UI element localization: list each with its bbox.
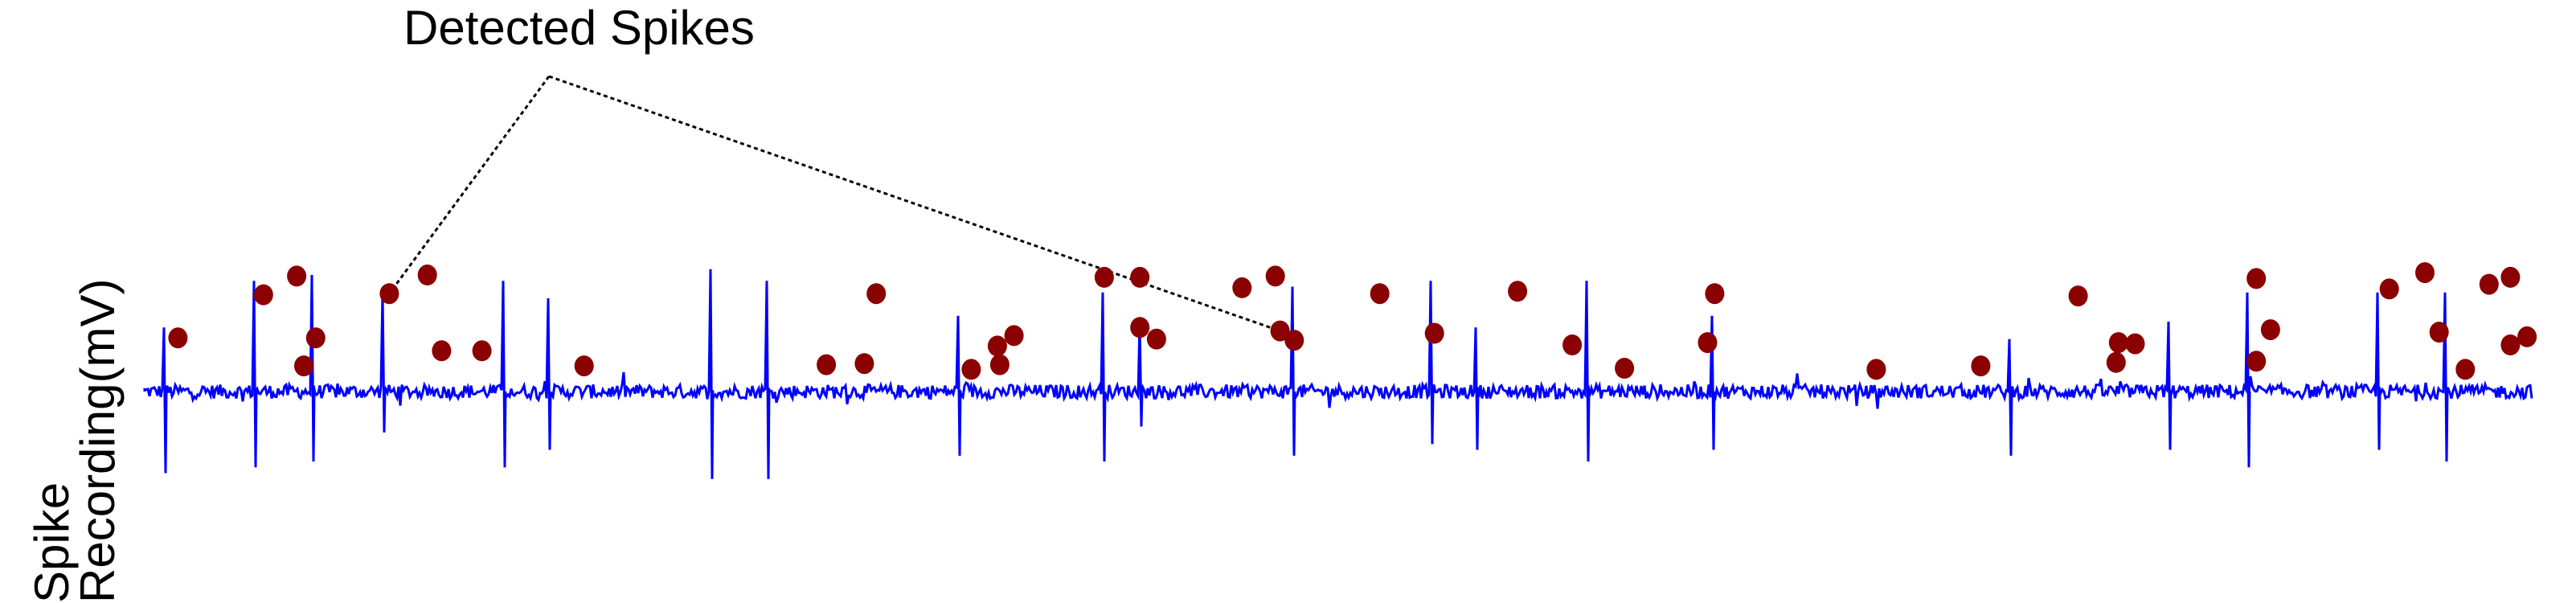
detected-spike-marker	[1232, 277, 1252, 298]
detected-spike-marker	[417, 265, 437, 285]
detected-spike-marker	[305, 327, 326, 349]
detected-spike-marker	[1004, 325, 1024, 347]
detected-spike-marker	[2517, 326, 2537, 347]
callout-line	[388, 76, 551, 295]
detected-spike-marker	[2260, 319, 2280, 341]
detected-spike-markers	[168, 262, 2537, 380]
detected-spike-marker	[2479, 273, 2499, 295]
detected-spike-marker	[1284, 330, 1304, 351]
detected-spike-marker	[168, 327, 188, 349]
detected-spike-marker	[2415, 262, 2435, 284]
detected-spike-marker	[1562, 334, 1583, 355]
detected-spike-marker	[2246, 351, 2267, 372]
detected-spike-marker	[1866, 359, 1886, 380]
detected-spike-marker	[2106, 351, 2126, 373]
detected-spike-marker	[379, 283, 399, 305]
detected-spike-marker	[2500, 266, 2521, 288]
detected-spike-marker	[866, 283, 887, 305]
detected-spike-marker	[987, 335, 1007, 357]
detected-spike-marker	[854, 353, 874, 375]
detected-spike-marker	[1270, 320, 1290, 342]
callout-line	[548, 75, 1281, 333]
detected-spike-marker	[287, 265, 307, 287]
detected-spike-marker	[1146, 328, 1166, 350]
detected-spike-marker	[1424, 322, 1444, 344]
detected-spike-marker	[1370, 283, 1390, 305]
annotation-callout	[388, 75, 1281, 333]
detected-spike-marker	[989, 354, 1010, 375]
detected-spike-marker	[2500, 334, 2521, 355]
detected-spike-marker	[472, 340, 492, 362]
detected-spike-marker	[1615, 358, 1635, 379]
detected-spike-marker	[574, 355, 594, 377]
detected-spike-marker	[2429, 322, 2449, 343]
detected-spike-marker	[2379, 278, 2399, 300]
detected-spike-marker	[1265, 265, 1285, 287]
detected-spike-marker	[2125, 333, 2145, 355]
detected-spike-marker	[1698, 332, 1718, 354]
detected-spike-marker	[2246, 268, 2267, 289]
detected-spike-marker	[1508, 281, 1528, 302]
detected-spike-marker	[1705, 283, 1725, 305]
detected-spike-marker	[2455, 359, 2476, 380]
annotation-label: Detected Spikes	[403, 1, 755, 55]
y-axis-label-line-2: Recording(mV)	[71, 279, 125, 603]
y-axis-label-line-1: Spike	[25, 482, 79, 603]
detected-spike-marker	[294, 355, 313, 377]
detected-spike-marker	[817, 354, 837, 375]
detected-spike-marker	[1094, 266, 1114, 288]
detected-spike-marker	[1971, 355, 1991, 377]
detected-spike-marker	[1130, 317, 1150, 338]
y-axis-label: Spike Recording(mV)	[25, 279, 125, 603]
recording-trace	[143, 269, 2533, 479]
detected-spike-marker	[1130, 266, 1150, 288]
detected-spike-marker	[2108, 332, 2128, 354]
detected-spike-marker	[253, 284, 273, 306]
detected-spike-marker	[2068, 285, 2088, 307]
detected-spike-marker	[432, 340, 452, 362]
detected-spike-marker	[961, 359, 981, 380]
